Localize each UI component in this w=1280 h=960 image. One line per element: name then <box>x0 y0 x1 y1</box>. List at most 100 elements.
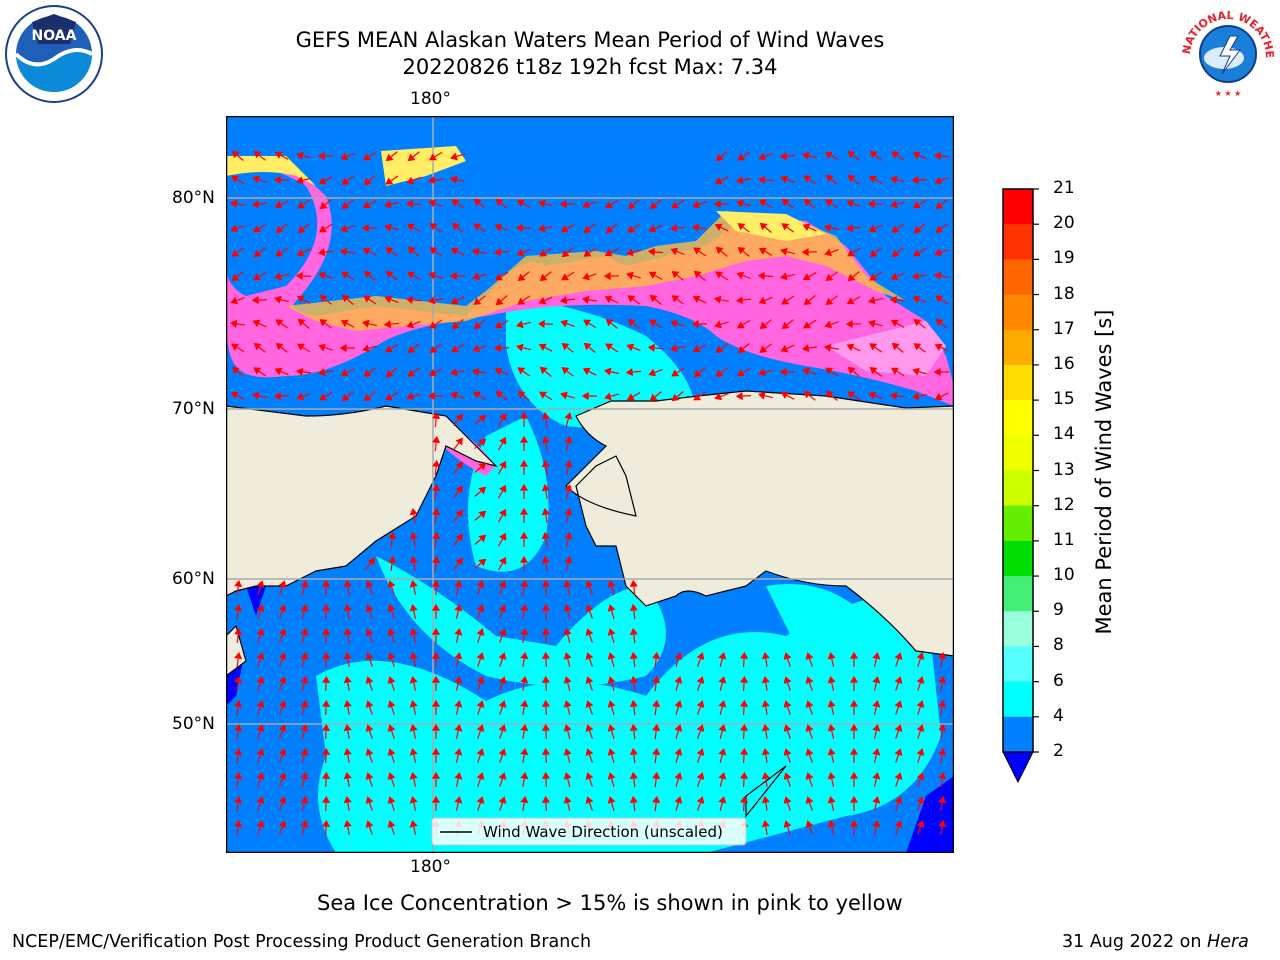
wind-wave-arrowhead <box>429 321 438 329</box>
wind-wave-arrowhead <box>890 367 899 375</box>
wind-wave-arrowhead <box>541 699 550 707</box>
wind-wave-arrowhead <box>362 344 370 353</box>
wind-wave-arrowhead <box>916 748 925 757</box>
wind-wave-arrowhead <box>761 651 770 660</box>
wind-wave-arrowhead <box>343 603 352 612</box>
wind-wave-arrowhead <box>847 249 855 257</box>
wind-wave-arrowhead <box>824 248 833 257</box>
wind-wave-arrowhead <box>363 295 372 303</box>
wind-wave-arrowhead <box>539 391 547 399</box>
wind-wave-arrowhead <box>409 507 418 516</box>
wind-wave-arrowhead <box>361 224 369 233</box>
footer-date: 31 Aug 2022 on <box>1062 932 1208 952</box>
wind-wave-arrowhead <box>273 391 281 401</box>
wind-wave-arrowhead <box>476 652 485 661</box>
wind-wave-arrowhead <box>499 484 507 493</box>
wind-wave-arrowhead <box>322 819 331 827</box>
wind-wave-arrowhead <box>541 459 550 468</box>
wind-wave-arrowhead <box>894 796 903 805</box>
wind-wave-arrowhead <box>627 318 636 327</box>
wind-wave-arrowhead <box>935 295 944 303</box>
wind-wave-arrowhead <box>735 176 744 185</box>
wind-wave-arrowhead <box>934 248 942 257</box>
wind-wave-arrowhead <box>520 723 529 732</box>
wind-wave-arrowhead <box>934 176 943 185</box>
wind-wave-arrowhead <box>406 271 415 279</box>
wind-wave-arrowhead <box>431 675 441 683</box>
colorbar-tick-label: 12 <box>1053 494 1075 515</box>
wind-wave-arrowhead <box>431 771 441 779</box>
footer-machine: Hera <box>1207 932 1249 952</box>
wind-wave-arrowhead <box>384 295 393 304</box>
wind-wave-arrowhead <box>629 675 638 684</box>
wind-wave-arrowhead <box>256 796 265 804</box>
wind-wave-arrowhead <box>696 724 705 733</box>
wind-wave-arrowhead <box>407 153 416 162</box>
wind-wave-arrowhead <box>827 748 836 756</box>
wind-wave-arrowhead <box>538 199 546 208</box>
wind-wave-arrowhead <box>256 676 265 684</box>
wind-wave-arrowhead <box>409 555 418 564</box>
wind-wave-arrowhead <box>252 175 261 184</box>
wind-wave-arrowhead <box>823 223 832 232</box>
wind-wave-arrowhead <box>846 343 855 352</box>
wind-wave-arrowhead <box>758 368 766 377</box>
wind-wave-arrowhead <box>868 296 876 305</box>
wind-wave-arrowhead <box>406 392 414 401</box>
wind-wave-arrowhead <box>256 748 265 756</box>
wind-wave-arrowhead <box>450 391 458 400</box>
wind-wave-arrowhead <box>740 699 749 707</box>
wind-wave-arrowhead <box>385 153 394 162</box>
wind-wave-arrowhead <box>649 393 658 402</box>
wind-wave-arrowhead <box>740 795 749 803</box>
wind-wave-arrowhead <box>363 177 372 186</box>
wind-wave-arrowhead <box>758 296 767 305</box>
wind-wave-arrowhead <box>409 604 418 612</box>
colorbar-bin <box>1003 611 1033 647</box>
wind-wave-arrowhead <box>564 460 573 468</box>
wind-wave-arrowhead <box>427 391 435 401</box>
wind-wave-arrowhead <box>894 748 903 757</box>
wind-wave-arrowhead <box>564 436 573 444</box>
wind-wave-arrowhead <box>872 748 881 756</box>
wind-wave-arrowhead <box>432 411 441 420</box>
wind-wave-arrowhead <box>363 393 372 402</box>
wind-wave-arrowhead <box>273 175 281 185</box>
colorbar-bin <box>1003 294 1033 331</box>
wind-wave-arrowhead <box>867 199 875 208</box>
wind-wave-arrowhead <box>384 345 393 353</box>
wind-wave-arrowhead <box>340 152 349 161</box>
wind-wave-arrowhead <box>343 771 352 780</box>
wind-wave-arrowhead <box>319 225 327 233</box>
wind-wave-arrowhead <box>256 772 265 780</box>
wind-wave-arrowhead <box>455 437 463 446</box>
wind-wave-arrowhead <box>278 772 287 781</box>
wind-wave-arrowhead <box>409 724 418 732</box>
wind-wave-arrowhead <box>234 627 243 636</box>
wind-wave-arrowhead <box>229 319 238 328</box>
wind-wave-arrowhead <box>362 319 370 328</box>
wind-wave-arrowhead <box>296 151 304 160</box>
wind-wave-arrowhead <box>913 318 922 327</box>
wind-wave-arrowhead <box>473 321 482 330</box>
colorbar-tick-label: 20 <box>1053 213 1075 234</box>
wind-wave-arrowhead <box>234 699 243 708</box>
colorbar-tick-label: 21 <box>1053 178 1075 198</box>
wind-wave-arrowhead <box>783 652 792 660</box>
wind-wave-arrowhead <box>916 724 925 733</box>
wind-wave-arrowhead <box>253 367 262 375</box>
wind-wave-arrowhead <box>432 555 441 564</box>
wind-wave-arrowhead <box>319 201 328 210</box>
wind-wave-arrowhead <box>297 318 306 327</box>
wind-wave-arrowhead <box>541 771 550 779</box>
wind-wave-arrowhead <box>825 174 834 183</box>
wind-wave-arrowhead <box>365 604 374 613</box>
wind-wave-arrowhead <box>367 557 376 566</box>
wind-wave-arrowhead <box>498 604 507 612</box>
wind-wave-arrowhead <box>674 748 683 756</box>
wind-wave-arrowhead <box>454 628 463 636</box>
wind-wave-arrowhead <box>253 249 262 258</box>
wind-wave-arrowhead <box>234 795 243 804</box>
wind-wave-arrowhead <box>476 796 485 805</box>
wind-wave-arrowhead <box>296 392 305 401</box>
